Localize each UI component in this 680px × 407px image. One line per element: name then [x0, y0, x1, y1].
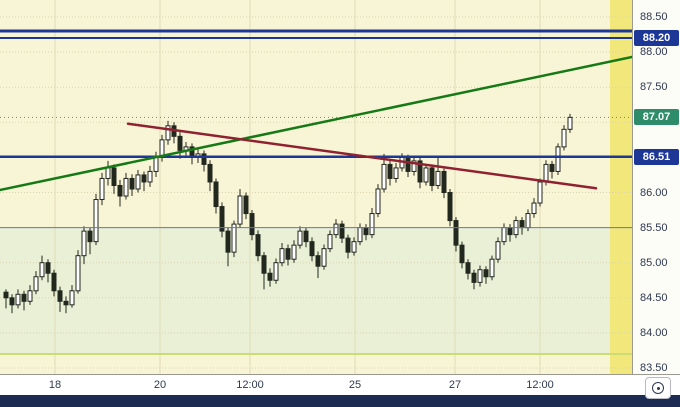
price-label-87.07: 87.07: [634, 109, 679, 126]
price-label-86.51: 86.51: [634, 148, 679, 165]
price-axis[interactable]: 88.5088.0087.5087.0086.5086.0085.5085.00…: [632, 0, 680, 374]
time-tick-label: 12:00: [526, 379, 554, 391]
time-tick-label: 18: [48, 379, 62, 391]
candlestick-plot[interactable]: [0, 0, 632, 374]
price-tick-label: 86.00: [640, 186, 668, 199]
chart-area[interactable]: [0, 0, 632, 374]
time-tick-label: 25: [348, 379, 362, 391]
price-tick-label: 88.00: [640, 46, 668, 59]
price-tick-label: 83.50: [640, 362, 668, 374]
price-tick-label: 87.50: [640, 81, 668, 94]
axis-settings-button[interactable]: [645, 377, 671, 399]
time-tick-label: 20: [153, 379, 167, 391]
price-tick-label: 85.50: [640, 221, 668, 234]
eye-icon: [652, 382, 664, 394]
time-tick-label: 27: [448, 379, 462, 391]
bottom-bar: [0, 395, 680, 407]
price-tick-label: 88.50: [640, 11, 668, 23]
price-tick-label: 84.50: [640, 291, 668, 304]
price-tick-label: 84.00: [640, 326, 668, 339]
time-axis[interactable]: 18 20 12:00 25 27 12:00: [0, 374, 680, 396]
price-tick-label: 85.00: [640, 256, 668, 269]
price-label-88.20: 88.20: [634, 30, 679, 47]
time-tick-label: 12:00: [236, 379, 264, 391]
